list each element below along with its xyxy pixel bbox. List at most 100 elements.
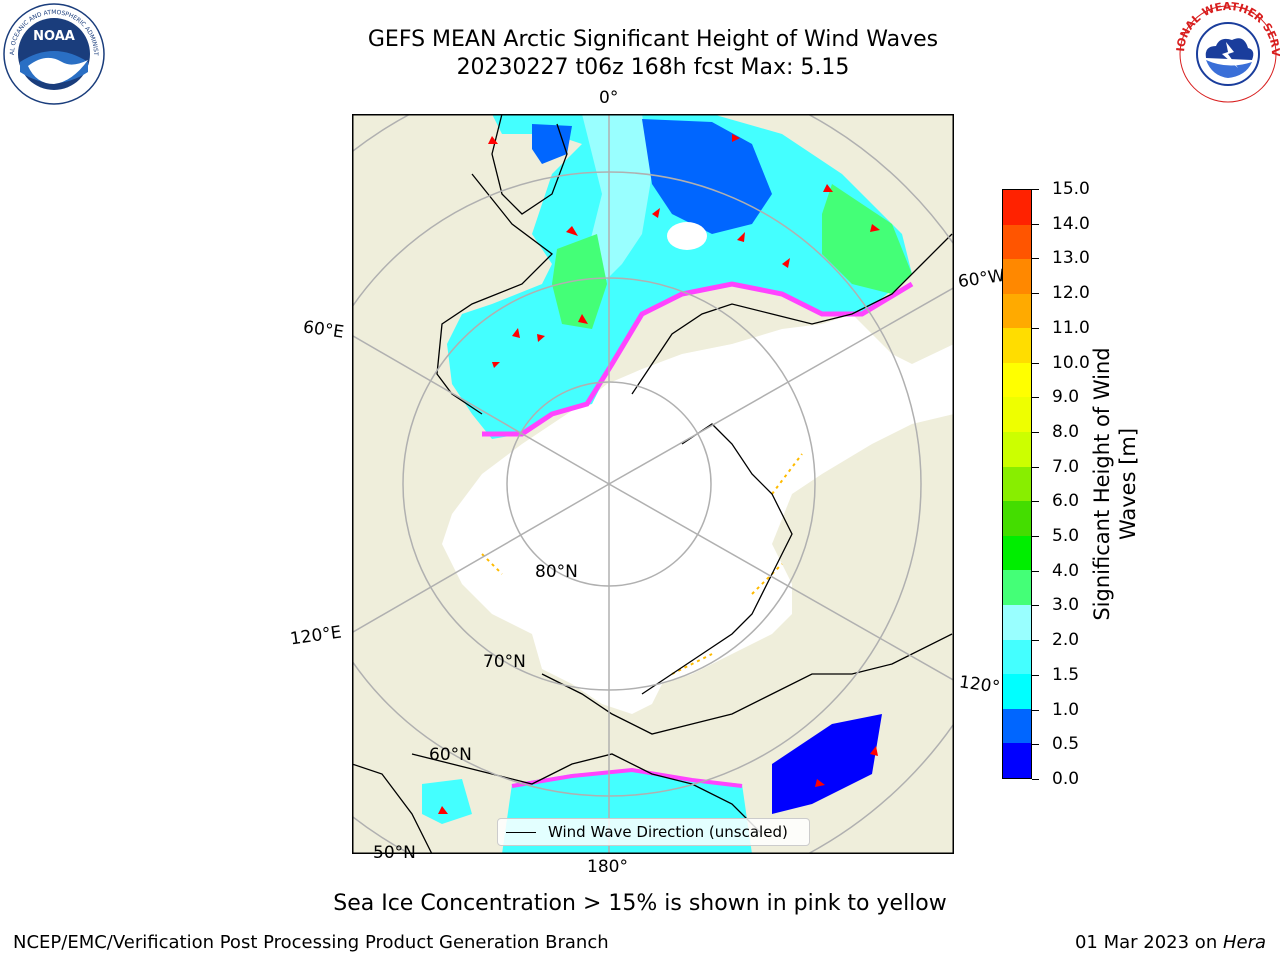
colorbar-tick-label: 0.0 (1052, 769, 1080, 789)
colorbar-segment (1003, 466, 1031, 502)
colorbar-segment (1003, 397, 1031, 433)
colorbar-segment (1003, 432, 1031, 467)
colorbar-tick (1032, 779, 1039, 780)
label-lat-50: 50°N (373, 843, 416, 863)
wave-field-nordic (582, 114, 652, 284)
colorbar-tick (1032, 674, 1039, 676)
wind-arrow (566, 226, 578, 236)
colorbar-tick-label: 12.0 (1052, 283, 1090, 304)
colorbar-tick (1032, 744, 1039, 746)
polar-map (352, 114, 954, 854)
wind-arrow (782, 258, 790, 268)
colorbar-tick-label: 9.0 (1052, 387, 1080, 408)
wave-field-okhotsk (422, 779, 472, 824)
colorbar-tick (1032, 258, 1039, 260)
colorbar-segment (1003, 570, 1031, 606)
meridian-60w (608, 286, 954, 485)
wave-field-green-barents (552, 234, 607, 329)
wind-arrow (537, 334, 545, 342)
caption: Sea Ice Concentration > 15% is shown in … (333, 891, 947, 916)
wind-arrow (578, 314, 588, 324)
wind-direction-arrows (438, 134, 880, 814)
colorbar-segment (1003, 328, 1031, 363)
colorbar-tick-label: 4.0 (1052, 560, 1080, 581)
label-lon-0: 0° (599, 88, 619, 108)
colorbar-tick-label: 2.0 (1052, 630, 1080, 651)
colorbar-tick-label: 6.0 (1052, 491, 1080, 512)
colorbar-tick-label: 13.0 (1052, 248, 1090, 269)
colorbar-tick-label: 11.0 (1052, 317, 1090, 338)
colorbar-tick-label: 15.0 (1052, 179, 1090, 199)
colorbar-tick-label: 7.0 (1052, 456, 1080, 477)
map-frame (352, 114, 954, 854)
colorbar-tick (1032, 431, 1039, 433)
nws-logo-icon: NATIONAL WEATHER SERVICE (1176, 2, 1280, 104)
colorbar-segment (1003, 501, 1031, 536)
legend-line-swatch (506, 832, 536, 833)
wind-arrow (823, 184, 833, 192)
label-lat-80: 80°N (535, 562, 578, 582)
wave-field-low-blue-2 (532, 124, 572, 164)
meridian-120e (352, 483, 610, 634)
wind-arrow (652, 208, 660, 218)
wave-field-low-blue (642, 119, 772, 234)
colorbar-segment (1003, 674, 1031, 709)
colorbar-tick-label: 1.5 (1052, 664, 1080, 685)
label-lon-60w: 60°W (956, 265, 1007, 293)
colorbar-tick-label: 10.0 (1052, 352, 1090, 373)
colorbar-tick-label: 5.0 (1052, 526, 1080, 547)
iceland-area (667, 222, 707, 250)
colorbar-tick (1032, 536, 1039, 538)
colorbar-tick-label: 14.0 (1052, 213, 1090, 234)
wave-field-gulf-alaska (772, 714, 882, 814)
ice-edge-highlights (481, 453, 803, 675)
label-lon-120w: 120° (957, 672, 1002, 698)
label-lon-120e: 120°E (288, 622, 343, 650)
meridian-60e (352, 334, 610, 485)
colorbar-title-line2: Waves [m] (1116, 427, 1140, 541)
colorbar-tick-label: 0.5 (1052, 734, 1080, 755)
colorbar-segment (1003, 189, 1031, 225)
colorbar-tick-label: 1.0 (1052, 699, 1080, 720)
wind-arrow (492, 362, 500, 368)
label-lat-70: 70°N (483, 652, 526, 672)
footer-machine: Hera (1222, 932, 1266, 953)
footer-date: 01 Mar 2023 on Hera (1075, 932, 1266, 954)
ice-edge-bering (511, 767, 743, 788)
colorbar-tick (1032, 223, 1039, 225)
chart-title: GEFS MEAN Arctic Significant Height of W… (367, 27, 939, 52)
legend-label: Wind Wave Direction (unscaled) (548, 823, 788, 841)
colorbar-segment (1003, 535, 1031, 571)
colorbar-title-line1: Significant Height of Wind (1090, 347, 1114, 621)
colorbar (1002, 189, 1032, 779)
colorbar-tick-label: 8.0 (1052, 421, 1080, 442)
colorbar-tick (1032, 501, 1039, 503)
wind-arrow (512, 328, 520, 338)
colorbar-tick (1032, 605, 1039, 607)
label-lon-180: 180° (587, 857, 628, 877)
colorbar-segment (1003, 708, 1031, 744)
colorbar-tick (1032, 570, 1039, 572)
map-panel (352, 114, 954, 854)
wind-arrow (438, 806, 448, 814)
wind-arrow (488, 136, 498, 144)
wind-arrow (737, 232, 745, 242)
colorbar-tick (1032, 327, 1039, 329)
colorbar-segment (1003, 362, 1031, 398)
colorbar-segment (1003, 743, 1031, 778)
colorbar-segment (1003, 639, 1031, 675)
colorbar-tick (1032, 397, 1039, 399)
colorbar-tick (1032, 466, 1039, 468)
colorbar-tick (1032, 362, 1039, 364)
ice-edge-atlantic (482, 281, 914, 437)
wind-arrow (732, 134, 740, 142)
arctic-ocean-area (442, 314, 954, 714)
colorbar-tick (1032, 709, 1039, 711)
wave-field-green-east (822, 184, 912, 294)
label-lon-60e: 60°E (301, 317, 346, 343)
footer-credit: NCEP/EMC/Verification Post Processing Pr… (13, 932, 609, 953)
colorbar-segment (1003, 224, 1031, 260)
footer-date-text: 01 Mar 2023 on (1074, 932, 1223, 953)
wave-field-atlantic (447, 114, 912, 439)
